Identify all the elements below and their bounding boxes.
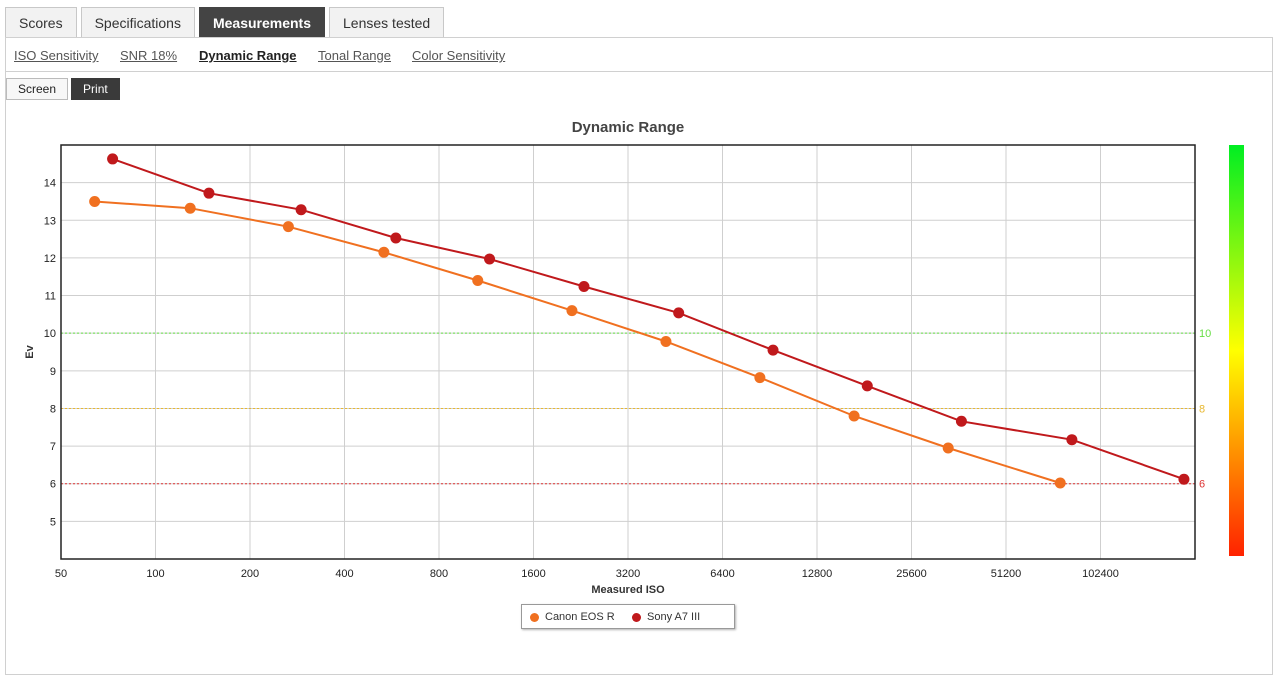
data-point-canon	[89, 195, 101, 207]
reference-line-label: 8	[1199, 403, 1205, 415]
screen-mode-button[interactable]: Screen	[6, 78, 69, 100]
data-point-sony	[955, 415, 967, 427]
y-tick-label: 12	[44, 253, 56, 265]
legend-marker-canon	[530, 612, 539, 622]
data-point-canon	[378, 246, 390, 258]
y-tick-label: 10	[44, 328, 56, 340]
data-point-canon	[184, 202, 196, 214]
x-tick-label: 200	[241, 568, 259, 580]
legend-label-canon: Canon EOS R	[545, 611, 615, 623]
subnav-snr-18[interactable]: SNR 18%	[120, 48, 178, 63]
reference-line-label: 10	[1199, 328, 1211, 340]
data-point-sony	[673, 307, 685, 319]
tab-scores[interactable]: Scores	[5, 7, 77, 37]
series-line-canon	[94, 200, 1061, 484]
subnav-dynamic-range[interactable]: Dynamic Range	[199, 48, 297, 63]
y-tick-label: 8	[50, 403, 56, 415]
display-mode-toggle: Screen Print	[6, 78, 123, 100]
x-tick-label: 400	[335, 568, 353, 580]
measurements-panel: ISO Sensitivity SNR 18% Dynamic Range To…	[5, 37, 1273, 675]
legend-item-canon[interactable]: Canon EOS R	[530, 611, 615, 623]
x-tick-label: 800	[430, 568, 448, 580]
data-point-canon	[848, 410, 860, 422]
data-point-sony	[295, 204, 307, 216]
subnav-iso-sensitivity[interactable]: ISO Sensitivity	[14, 48, 99, 63]
y-tick-label: 7	[50, 441, 56, 453]
tab-measurements[interactable]: Measurements	[198, 7, 326, 37]
data-point-canon	[282, 221, 294, 233]
x-tick-label: 102400	[1082, 568, 1119, 580]
data-point-canon	[472, 274, 484, 286]
y-axis-label: Ev	[24, 344, 36, 358]
main-tabs: Scores Specifications Measurements Lense…	[5, 7, 448, 37]
x-tick-label: 25600	[896, 568, 927, 580]
legend-label-sony: Sony A7 III	[647, 611, 701, 623]
data-point-canon	[1054, 477, 1066, 489]
y-tick-label: 11	[45, 291, 56, 303]
x-tick-label: 6400	[710, 568, 734, 580]
data-point-sony	[484, 253, 496, 265]
data-point-sony	[203, 187, 215, 199]
data-point-sony	[1066, 434, 1078, 446]
x-tick-label: 50	[55, 568, 67, 580]
data-point-sony	[861, 380, 873, 392]
print-mode-button[interactable]: Print	[71, 78, 120, 100]
x-tick-label: 12800	[802, 568, 833, 580]
quality-colorbar	[1229, 145, 1244, 556]
data-point-sony	[1178, 473, 1190, 485]
x-tick-label: 1600	[521, 568, 545, 580]
y-tick-label: 5	[50, 516, 56, 528]
y-tick-label: 9	[50, 366, 56, 378]
data-point-sony	[390, 232, 402, 244]
legend-item-sony[interactable]: Sony A7 III	[632, 611, 700, 623]
data-point-canon	[566, 305, 578, 317]
data-point-sony	[767, 344, 779, 356]
data-point-canon	[942, 442, 954, 454]
chart-title: Dynamic Range	[572, 119, 685, 136]
legend-marker-sony	[632, 612, 641, 622]
x-tick-label: 100	[146, 568, 164, 580]
y-tick-label: 13	[44, 215, 56, 227]
chart-legend: Canon EOS R Sony A7 III	[521, 604, 735, 629]
plot-frame	[60, 144, 1196, 560]
y-tick-label: 14	[44, 178, 56, 190]
data-point-canon	[754, 372, 766, 384]
tab-lenses-tested[interactable]: Lenses tested	[329, 7, 445, 37]
data-point-sony	[578, 281, 590, 293]
y-tick-label: 6	[50, 479, 56, 491]
data-point-canon	[660, 335, 672, 347]
subnav-tonal-range[interactable]: Tonal Range	[318, 48, 391, 63]
x-tick-label: 51200	[991, 568, 1022, 580]
subnav-color-sensitivity[interactable]: Color Sensitivity	[412, 48, 506, 63]
data-point-sony	[107, 153, 119, 165]
measurement-subnav: ISO Sensitivity SNR 18% Dynamic Range To…	[6, 38, 1272, 72]
x-tick-label: 3200	[616, 568, 640, 580]
reference-line-label: 6	[1199, 479, 1205, 491]
tab-specifications[interactable]: Specifications	[80, 7, 195, 37]
series-line-sony	[112, 157, 1185, 481]
x-axis-label: Measured ISO	[591, 584, 665, 596]
